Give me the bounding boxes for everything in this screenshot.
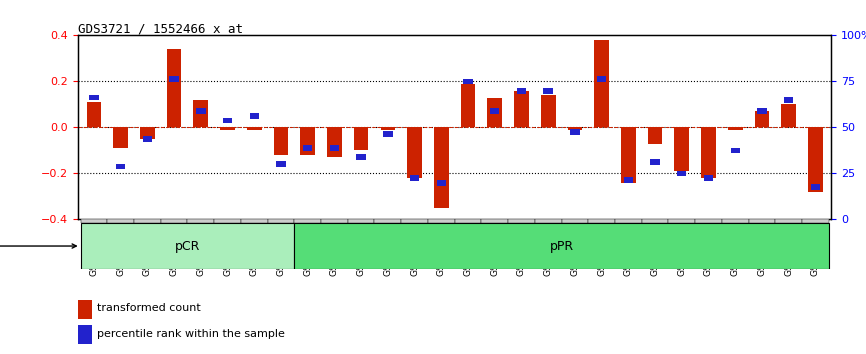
FancyBboxPatch shape (81, 223, 294, 269)
Bar (268, 219, 294, 223)
Bar (383, 131, 392, 137)
Bar (731, 148, 740, 153)
Bar (410, 175, 419, 181)
Bar (508, 219, 535, 223)
Bar (220, 127, 235, 130)
Text: GDS3721 / 1552466_x_at: GDS3721 / 1552466_x_at (78, 22, 243, 35)
Bar (241, 219, 268, 223)
Bar (140, 127, 155, 139)
Bar (247, 127, 262, 130)
Bar (249, 113, 259, 119)
Bar (802, 219, 829, 223)
Bar (276, 161, 286, 167)
Bar (561, 219, 588, 223)
Bar (648, 127, 662, 144)
Bar (808, 127, 823, 192)
Bar (544, 88, 553, 93)
Bar (588, 219, 615, 223)
Bar (436, 180, 446, 185)
Bar (113, 127, 128, 148)
Bar (675, 127, 689, 171)
Bar (677, 171, 687, 176)
Text: pPR: pPR (549, 240, 573, 252)
Bar (775, 219, 802, 223)
Text: transformed count: transformed count (97, 303, 201, 313)
Bar (540, 95, 555, 127)
Bar (535, 219, 561, 223)
Bar (401, 219, 428, 223)
Bar (116, 164, 126, 170)
Bar (357, 154, 365, 160)
Bar (197, 108, 205, 114)
Bar (624, 177, 633, 183)
Bar (461, 84, 475, 127)
Bar (428, 219, 455, 223)
Bar (754, 111, 769, 127)
Bar (811, 184, 820, 190)
Bar (570, 129, 579, 135)
Bar (78, 325, 92, 344)
Bar (650, 159, 660, 165)
Bar (380, 127, 395, 130)
Bar (348, 219, 374, 223)
Bar (354, 127, 369, 150)
Bar (615, 219, 642, 223)
Bar (727, 127, 742, 130)
Bar (455, 219, 481, 223)
Bar (374, 219, 401, 223)
Bar (167, 49, 182, 127)
Bar (701, 127, 716, 178)
Bar (757, 108, 766, 114)
Bar (722, 219, 748, 223)
Bar (704, 175, 713, 181)
Bar (87, 102, 101, 127)
Bar (695, 219, 722, 223)
Bar (481, 219, 508, 223)
Text: percentile rank within the sample: percentile rank within the sample (97, 329, 285, 339)
Bar (193, 100, 208, 127)
Text: pCR: pCR (175, 240, 200, 252)
Bar (170, 76, 178, 82)
Bar (514, 91, 529, 127)
Bar (78, 300, 92, 319)
Bar (784, 97, 793, 103)
Bar (407, 127, 422, 178)
Bar (161, 219, 187, 223)
Bar (330, 145, 339, 151)
Bar (89, 95, 99, 101)
Bar (597, 76, 606, 82)
Bar (621, 127, 636, 183)
Bar (107, 219, 134, 223)
Bar (223, 118, 232, 124)
Bar (187, 219, 214, 223)
Bar (567, 127, 582, 130)
Bar (642, 219, 669, 223)
Bar (214, 219, 241, 223)
Bar (594, 40, 609, 127)
Bar (463, 79, 473, 84)
Bar (301, 127, 315, 155)
Bar (303, 145, 313, 151)
FancyBboxPatch shape (294, 223, 829, 269)
Bar (517, 88, 527, 93)
Bar (434, 127, 449, 208)
Bar (81, 219, 107, 223)
Bar (134, 219, 161, 223)
Bar (490, 108, 500, 114)
Text: disease state: disease state (0, 241, 76, 251)
Bar (327, 127, 342, 157)
Bar (781, 104, 796, 127)
Bar (294, 219, 321, 223)
Bar (748, 219, 775, 223)
Bar (321, 219, 348, 223)
Bar (488, 97, 502, 127)
Bar (274, 127, 288, 155)
Bar (669, 219, 695, 223)
Bar (143, 136, 152, 142)
